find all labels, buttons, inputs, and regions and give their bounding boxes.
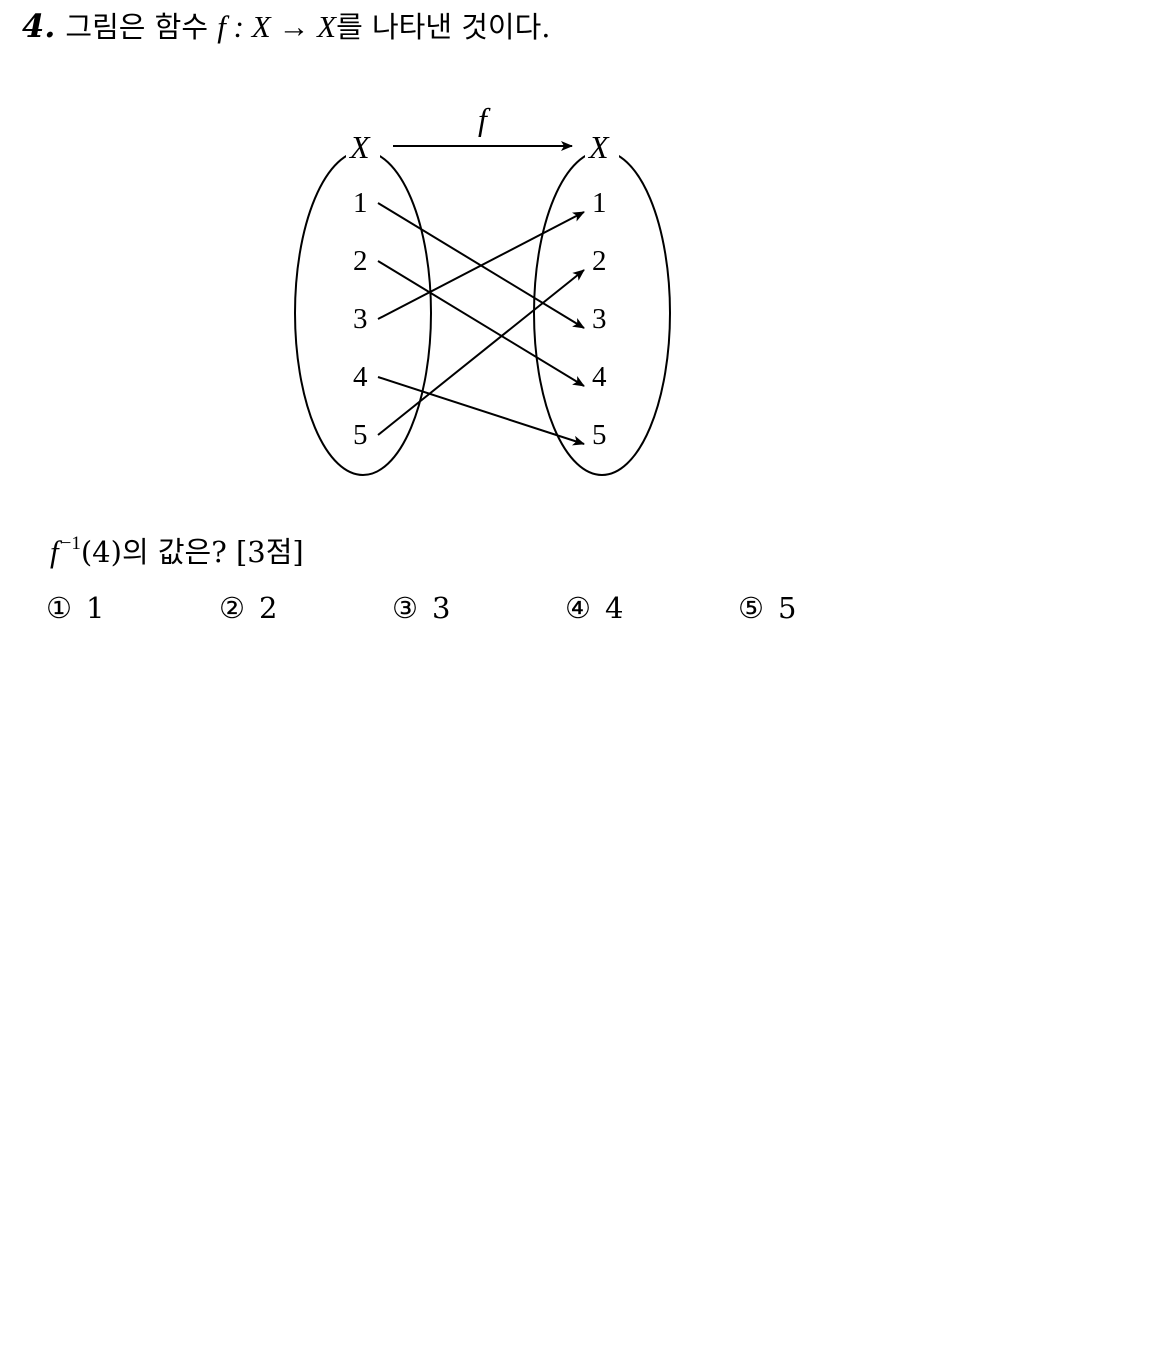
question-text-before: 그림은 함수	[65, 10, 209, 44]
question-header: 4. 그림은 함수 f : X → X를 나타낸 것이다.	[22, 6, 551, 47]
choice-1-value: 1	[86, 591, 105, 625]
choice-2-mark: ②	[219, 591, 245, 625]
codomain-set-label-cover: X	[587, 129, 610, 165]
function-symbol: f	[217, 9, 226, 44]
codomain-element-2: 2	[592, 245, 607, 277]
domain-element-2: 2	[353, 245, 368, 277]
choice-3-mark: ③	[392, 591, 418, 625]
question-text-after: 를 나타낸 것이다.	[336, 10, 551, 44]
codomain-element-4: 4	[592, 361, 607, 393]
domain-element-5: 5	[353, 419, 368, 451]
prompt-argument: (4)	[80, 535, 122, 569]
mapping-arrow-2-to-4	[377, 260, 585, 387]
choice-3-value: 3	[432, 591, 451, 625]
question-number: 4.	[22, 7, 56, 45]
mapping-arrows	[377, 202, 585, 446]
function-mapping: : X → X	[225, 9, 337, 44]
codomain-element-1: 1	[592, 187, 607, 219]
mapping-arrow-3-to-1	[377, 211, 585, 320]
codomain-element-5: 5	[592, 419, 607, 451]
domain-element-4: 4	[353, 361, 368, 393]
choice-5-value: 5	[778, 591, 797, 625]
prompt-function: f	[50, 534, 59, 569]
mapping-arrow-5-to-2	[377, 269, 585, 436]
question-prompt: f −1(4)의 값은? [3점]	[50, 522, 304, 574]
choice-4-mark: ④	[565, 591, 591, 625]
prompt-text: 의 값은? [3점]	[121, 535, 304, 569]
codomain-element-3: 3	[592, 303, 607, 335]
choice-1-mark: ①	[46, 591, 72, 625]
domain-element-1: 1	[353, 187, 368, 219]
choice-2-value: 2	[259, 591, 278, 625]
domain-element-3: 3	[353, 303, 368, 335]
diagram-function-label: f	[478, 101, 491, 137]
domain-set-label-cover: X	[348, 129, 371, 165]
prompt-exponent: −1	[60, 533, 81, 554]
choice-4-value: 4	[605, 591, 624, 625]
choice-5-mark: ⑤	[738, 591, 764, 625]
function-diagram: f X X X X 1 2 3 4 5 1 2 3 4 5	[294, 101, 671, 476]
mapping-arrow-4-to-5	[377, 376, 585, 446]
